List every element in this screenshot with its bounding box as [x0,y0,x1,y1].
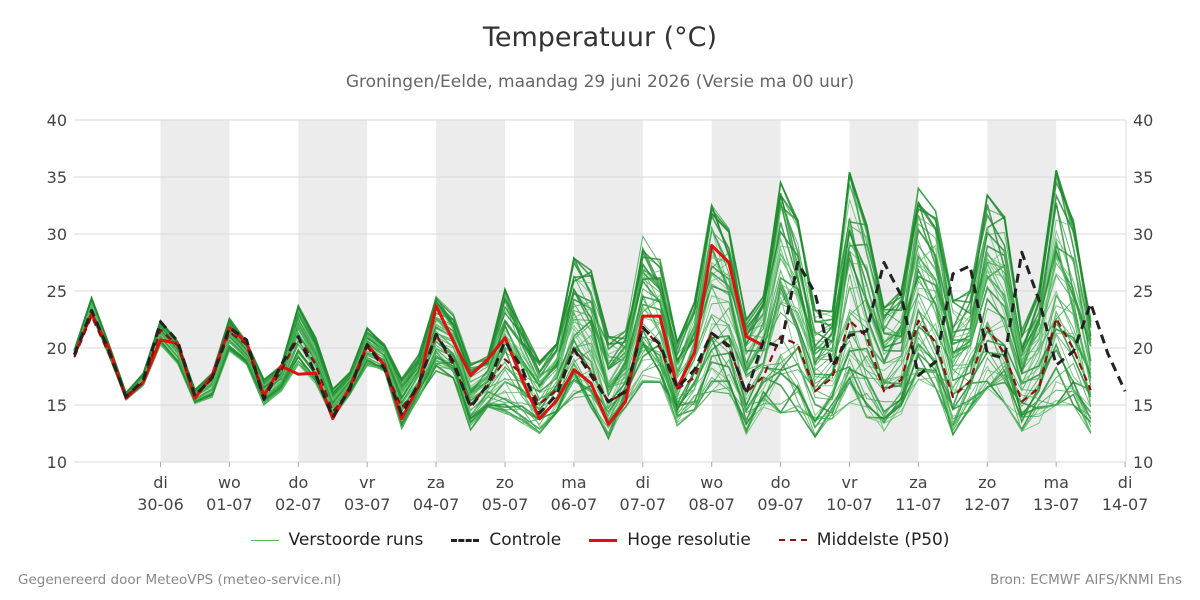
legend-item-median: Middelste (P50) [778,530,950,550]
x-tick-day-08-07: wo [700,473,723,492]
ensemble-member-42 [73,216,1092,400]
legend-item-control: Controle [451,530,561,550]
x-tick-date-07-07: 07-07 [620,495,667,514]
legend-label-ensemble: Verstoorde runs [288,530,424,550]
y-tick-left-35: 35 [47,168,67,187]
legend-label-median: Middelste (P50) [816,530,950,550]
x-tick-date-04-07: 04-07 [413,495,460,514]
ensemble-member-49 [73,307,1092,441]
series-control-line [73,250,1127,419]
legend-item-hires: Hoge resolutie [589,530,751,550]
x-tick-day-13-07: ma [1044,473,1069,492]
ensemble-member-50 [73,308,1092,418]
y-tick-right-35: 35 [1133,168,1153,187]
x-tick-day-12-07: zo [978,473,996,492]
ensemble-member-39 [73,267,1092,410]
x-tick-date-01-07: 01-07 [206,495,253,514]
x-tick-day-03-07: vr [359,473,375,492]
x-tick-date-06-07: 06-07 [551,495,598,514]
footer-source: Bron: ECMWF AIFS/KNMI Ens [989,572,1182,588]
legend-swatch-hires [589,538,618,542]
ensemble-member-34 [73,229,1092,406]
legend-swatch-control [451,538,480,542]
x-tick-day-01-07: wo [218,473,241,492]
y-tick-right-25: 25 [1133,282,1153,301]
ensemble-member-36 [73,296,1092,422]
y-tick-left-15: 15 [47,396,67,415]
x-tick-date-08-07: 08-07 [688,495,735,514]
x-tick-date-11-07: 11-07 [895,495,942,514]
y-tick-right-40: 40 [1133,111,1153,130]
x-tick-day-11-07: za [909,473,927,492]
footer-generated-by: Gegenereerd door MeteoVPS (meteo-service… [18,572,342,588]
ensemble-member-45 [73,237,1092,407]
main-lines [73,243,1127,426]
x-tick-day-30-06: di [153,473,168,492]
x-tick-date-09-07: 09-07 [757,495,804,514]
ensemble-runs [73,169,1092,441]
y-tick-right-20: 20 [1133,339,1153,358]
chart-title: Temperatuur (°C) [482,22,718,53]
y-tick-left-40: 40 [47,111,67,130]
y-tick-right-15: 15 [1133,396,1153,415]
x-axis: di 30-06 wo 01-07 do 02-07 vr 03-07 za 04-07 zo 05-… [137,462,1148,514]
legend-label-hires: Hoge resolutie [627,530,751,550]
x-tick-date-12-07: 12-07 [964,495,1011,514]
x-tick-day-07-07: di [635,473,650,492]
y-tick-left-25: 25 [47,282,67,301]
x-tick-date-13-07: 13-07 [1033,495,1080,514]
x-tick-day-05-07: zo [496,473,514,492]
legend-swatch-ensemble [250,539,279,541]
x-tick-day-14-07: di [1118,473,1133,492]
y-tick-left-10: 10 [47,453,67,472]
y-tick-left-30: 30 [47,225,67,244]
x-tick-day-06-07: ma [561,473,586,492]
legend: Verstoorde runs Controle Hoge resolutie … [0,530,1200,550]
x-tick-date-14-07: 14-07 [1102,495,1149,514]
y-axis-left: 10 15 20 25 30 35 40 [47,111,67,472]
series-median-line [73,315,1092,413]
x-tick-date-05-07: 05-07 [482,495,529,514]
x-tick-date-10-07: 10-07 [826,495,873,514]
x-tick-day-04-07: za [427,473,445,492]
legend-item-ensemble: Verstoorde runs [250,530,424,550]
legend-swatch-median [778,539,807,541]
x-tick-date-30-06: 30-06 [137,495,184,514]
x-tick-day-02-07: do [288,473,308,492]
y-axis-right: 10 15 20 25 30 35 40 [1133,111,1153,472]
x-tick-date-03-07: 03-07 [344,495,391,514]
x-tick-day-09-07: do [771,473,791,492]
y-tick-right-30: 30 [1133,225,1153,244]
chart-subtitle: Groningen/Eelde, maandag 29 juni 2026 (V… [345,72,855,92]
x-tick-day-10-07: vr [841,473,857,492]
legend-label-control: Controle [489,530,562,550]
x-tick-date-02-07: 02-07 [275,495,322,514]
y-tick-right-10: 10 [1133,453,1153,472]
y-tick-left-20: 20 [47,339,67,358]
